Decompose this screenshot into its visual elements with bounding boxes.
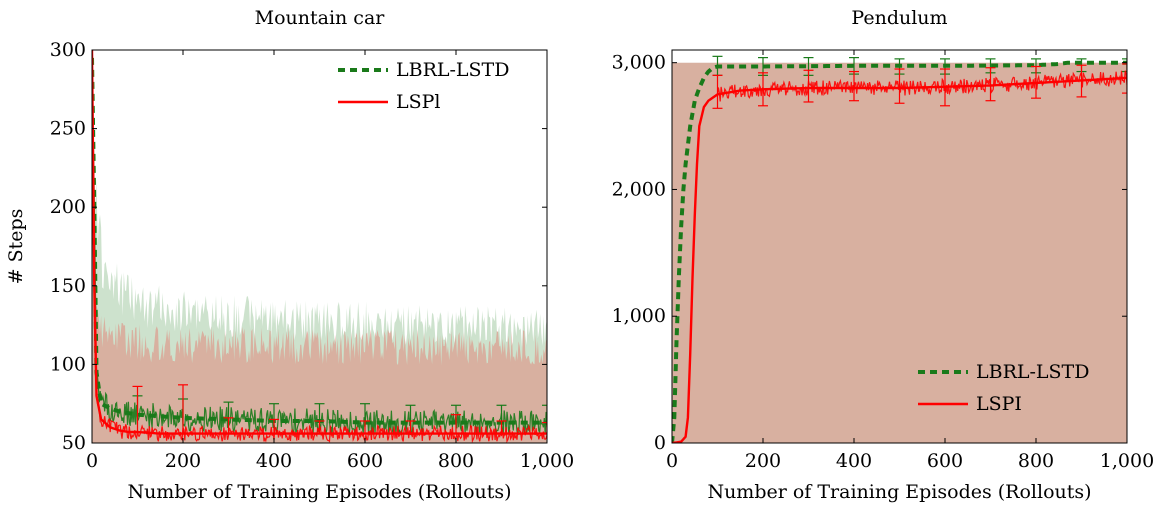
error-bar: [496, 404, 507, 423]
error-bar: [542, 404, 547, 423]
chart-title: Mountain car: [255, 7, 386, 29]
error-bar: [269, 403, 279, 421]
series-line-lspl: [92, 50, 547, 435]
legend-label: LSPI: [976, 393, 1022, 415]
y-tick-label: 100: [50, 353, 86, 375]
error-bar: [269, 418, 279, 434]
y-tick-label: 50: [62, 432, 86, 454]
error-bar: [496, 420, 507, 434]
legend-label: LBRL-LSTD: [396, 59, 509, 81]
y-tick-label: 150: [50, 275, 86, 297]
error-bar: [314, 403, 325, 421]
legend: LBRL-LSTD LSPI: [918, 361, 1089, 415]
variance-band-lbrl-lstd: [92, 50, 547, 443]
error-bar: [1122, 63, 1127, 94]
error-bar: [405, 404, 416, 423]
chart-mountain-car: 0 200 400 600 800 1,000 50 100 150 200 250 300 Mount…: [5, 7, 574, 503]
error-bar: [940, 68, 950, 107]
x-tick-label: 1,000: [520, 450, 574, 472]
x-axis-label: Number of Training Episodes (Rollouts): [707, 481, 1091, 503]
error-bar: [178, 384, 188, 434]
error-bar: [803, 69, 814, 103]
error-bar: [451, 414, 461, 434]
error-bar: [985, 67, 996, 102]
error-bar: [314, 420, 325, 434]
y-tick-label: 0: [654, 432, 666, 454]
error-bar: [894, 68, 905, 104]
x-tick-label: 800: [1018, 450, 1054, 472]
x-tick-label: 0: [86, 450, 98, 472]
y-tick-label: 200: [50, 196, 86, 218]
error-bar: [542, 421, 547, 434]
chart-title: Pendulum: [851, 7, 947, 29]
y-tick-label: 1,000: [612, 305, 666, 327]
error-bar: [360, 420, 370, 434]
x-tick-label: 200: [165, 450, 201, 472]
x-tick-label: 0: [666, 450, 678, 472]
variance-band-lspi: [672, 62, 1127, 443]
y-tick-label: 2,000: [612, 178, 666, 200]
x-tick-label: 400: [256, 450, 292, 472]
variance-band-lbrl-lstd: [672, 62, 1127, 443]
error-bar: [405, 420, 416, 434]
error-bar: [1076, 64, 1087, 98]
y-tick-label: 3,000: [612, 52, 666, 74]
error-bar: [849, 70, 859, 102]
x-tick-label: 800: [438, 450, 474, 472]
error-bar: [1031, 65, 1041, 99]
error-bar: [1122, 58, 1127, 73]
legend-label: LSPl: [396, 91, 441, 113]
error-bar: [223, 417, 234, 434]
x-tick-label: 200: [745, 450, 781, 472]
x-tick-label: 1,000: [1100, 450, 1154, 472]
legend: LBRL-LSTD LSPl: [338, 59, 509, 113]
axes-frame: [91, 49, 548, 444]
plot-area: [672, 55, 1127, 443]
x-tick-label: 600: [927, 450, 963, 472]
x-axis-label: Number of Training Episodes (Rollouts): [127, 481, 511, 503]
x-tick-label: 400: [836, 450, 872, 472]
y-tick-label: 300: [50, 39, 86, 61]
error-bar: [223, 401, 234, 420]
error-bar: [360, 403, 370, 423]
y-axis-label: # Steps: [5, 209, 27, 285]
error-bar: [712, 74, 723, 109]
legend-label: LBRL-LSTD: [976, 361, 1089, 383]
axes-frame: [671, 49, 1128, 444]
chart-pendulum: 0 200 400 600 800 1,000 0 1,000 2,000 3,000 Pendul…: [612, 7, 1155, 503]
plot-area: [92, 50, 547, 443]
error-bar: [758, 72, 768, 107]
y-tick-label: 250: [50, 118, 86, 140]
variance-band-lspl: [92, 50, 547, 443]
x-tick-label: 600: [347, 450, 383, 472]
error-bar: [132, 385, 143, 432]
